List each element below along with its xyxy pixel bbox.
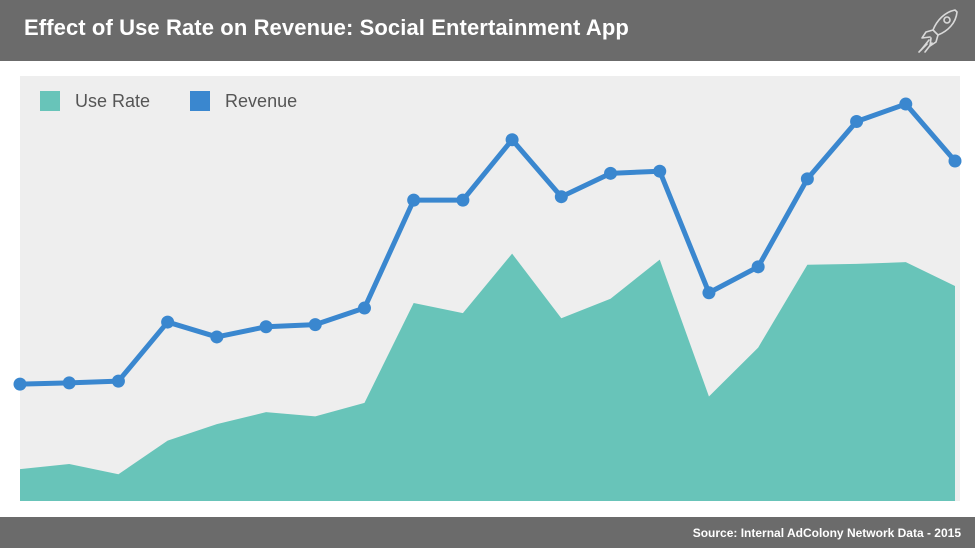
legend-label-revenue: Revenue [225, 90, 298, 111]
revenue-point [456, 193, 470, 207]
revenue-point [751, 260, 765, 274]
revenue-point [407, 193, 421, 207]
revenue-point [899, 97, 913, 111]
revenue-point [554, 190, 568, 204]
legend-item-use-rate: Use Rate [40, 91, 150, 112]
legend: Use Rate Revenue [40, 90, 337, 112]
page-title: Effect of Use Rate on Revenue: Social En… [24, 15, 629, 40]
revenue-point [13, 377, 27, 391]
revenue-point [357, 301, 371, 315]
revenue-point [948, 154, 962, 168]
rocket-icon [918, 9, 958, 53]
source-note: Source: Internal AdColony Network Data -… [692, 526, 961, 540]
revenue-point [604, 166, 618, 180]
chart-area: Use Rate Revenue [13, 76, 962, 501]
chart-svg [13, 97, 962, 501]
revenue-point [850, 114, 864, 128]
revenue-point [505, 133, 519, 147]
revenue-point [161, 315, 175, 329]
revenue-point [702, 286, 716, 300]
legend-item-revenue: Revenue [190, 91, 297, 112]
revenue-point [653, 164, 667, 178]
revenue-point [62, 376, 76, 390]
revenue-point [259, 320, 273, 334]
footer-bar: Source: Internal AdColony Network Data -… [0, 517, 975, 548]
legend-swatch-use-rate [40, 91, 60, 111]
revenue-point [800, 172, 814, 186]
use-rate-area [20, 253, 955, 501]
header-bar: Effect of Use Rate on Revenue: Social En… [0, 0, 975, 61]
revenue-line [19, 101, 957, 387]
legend-label-use-rate: Use Rate [75, 90, 151, 111]
revenue-point [210, 330, 224, 344]
revenue-point [111, 374, 125, 388]
revenue-point [308, 318, 322, 332]
legend-swatch-revenue [190, 91, 211, 111]
